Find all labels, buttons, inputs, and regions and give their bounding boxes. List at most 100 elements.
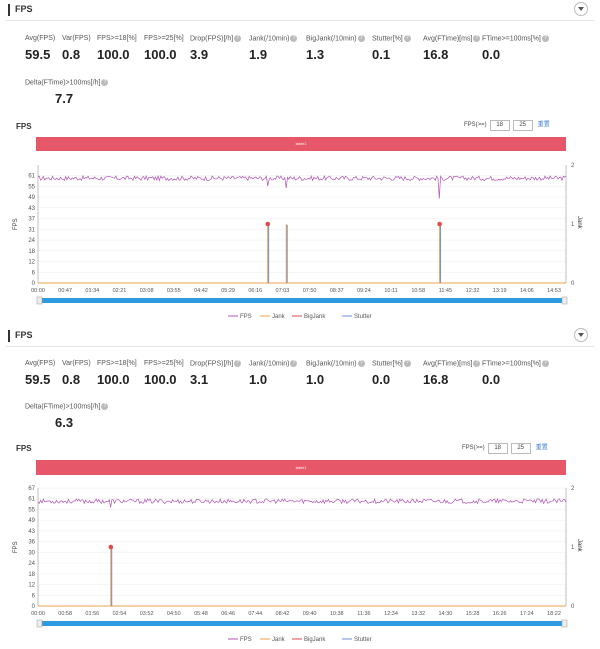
help-icon[interactable]: ? <box>101 403 109 410</box>
x-tick-label: 07:50 <box>303 288 317 294</box>
fps-high-input[interactable]: 25 <box>510 443 531 454</box>
stat-var-fps: Var(FPS) 0.8 <box>62 35 91 62</box>
stat-fps-25: FPS>=25[%] 100.0 <box>144 35 184 62</box>
x-tick-label: 07:03 <box>276 288 290 294</box>
panel-header: FPS <box>6 0 594 21</box>
help-icon[interactable]: ? <box>403 360 411 367</box>
series-fps-line <box>37 497 567 508</box>
legend-label: FPS <box>240 314 252 320</box>
fps-high-input[interactable]: 25 <box>512 120 533 131</box>
series-bigjank-point <box>108 544 114 550</box>
collapse-button[interactable] <box>574 2 588 16</box>
scrollbar-handle-right <box>561 296 568 305</box>
x-tick-label: 14:53 <box>547 288 561 294</box>
x-tick-label: 18:22 <box>547 611 561 617</box>
legend-label: FPS <box>240 637 252 643</box>
help-icon[interactable]: ? <box>290 35 298 42</box>
stat-jank: Jank(/10min)? 1.0 <box>249 360 298 387</box>
collapse-button[interactable] <box>574 328 588 342</box>
y-tick-label: 6 <box>32 270 36 276</box>
x-tick-label: 08:37 <box>330 288 344 294</box>
series-fps-line <box>37 174 567 199</box>
help-icon[interactable]: ? <box>357 35 365 42</box>
stat-stutter: Stutter[%]? 0.1 <box>372 35 411 62</box>
x-tick-label: 10:58 <box>411 288 425 294</box>
reset-button[interactable]: 重置 <box>537 122 550 128</box>
stat-delta-ftime: Delta(FTime)>100ms[/h]? 7.7 <box>25 79 109 106</box>
y-tick-label: 37 <box>28 217 35 223</box>
help-icon[interactable]: ? <box>541 360 549 367</box>
x-tick-label: 02:21 <box>113 288 127 294</box>
x-tick-label: 01:56 <box>85 611 99 617</box>
y-tick-label: 67 <box>28 486 35 492</box>
x-tick-label: 08:42 <box>276 611 290 617</box>
x-tick-label: 10:11 <box>384 288 397 294</box>
help-icon[interactable]: ? <box>357 360 365 367</box>
fps-low-input[interactable]: 18 <box>487 443 508 454</box>
help-icon[interactable]: ? <box>473 35 481 42</box>
stat-avg-ftime: Avg(FTime)[ms]? 16.8 <box>423 360 481 387</box>
fps-low-input[interactable]: 18 <box>489 120 510 131</box>
legend-label: BigJank <box>304 637 326 643</box>
header-accent <box>8 330 10 342</box>
x-tick-label: 07:44 <box>248 611 262 617</box>
x-tick-label: 09:24 <box>357 288 371 294</box>
x-tick-label: 04:42 <box>194 288 208 294</box>
x-tick-label: 00:47 <box>58 288 72 294</box>
y-tick-label: 61 <box>28 174 35 180</box>
y-tick-label: 31 <box>28 227 35 233</box>
stat-avg-fps: Avg(FPS) 59.5 <box>25 360 56 387</box>
y-tick-label: 18 <box>28 249 35 255</box>
help-icon[interactable]: ? <box>234 360 242 367</box>
x-tick-label: 00:58 <box>58 611 72 617</box>
x-tick-label: 05:48 <box>194 611 208 617</box>
x-tick-label: 04:50 <box>167 611 181 617</box>
header-accent <box>8 4 10 16</box>
help-icon[interactable]: ? <box>403 35 411 42</box>
x-tick-label: 03:55 <box>167 288 181 294</box>
range-scrollbar <box>38 298 566 303</box>
y-tick-label: 24 <box>28 238 35 244</box>
y-tick-label: 49 <box>28 195 35 201</box>
x-tick-label: 06:16 <box>248 288 262 294</box>
x-tick-label: 01:34 <box>85 288 99 294</box>
help-icon[interactable]: ? <box>541 35 549 42</box>
y-tick-label: 18 <box>28 572 35 578</box>
y-tick-label: 24 <box>28 561 35 567</box>
x-tick-label: 03:08 <box>140 288 154 294</box>
label-bar: label1 <box>36 137 566 151</box>
y-tick-label: 0 <box>32 604 36 610</box>
chevron-down-icon <box>578 333 584 337</box>
help-icon[interactable]: ? <box>101 79 109 86</box>
legend-label: BigJank <box>304 314 326 320</box>
y-tick-label: 12 <box>28 583 35 589</box>
reset-button[interactable]: 重置 <box>535 445 548 451</box>
x-tick-label: 11:45 <box>439 288 452 294</box>
y-tick-label: 12 <box>28 260 35 266</box>
help-icon[interactable]: ? <box>473 360 481 367</box>
y-axis-title: FPS <box>13 541 19 553</box>
chevron-down-icon <box>578 7 584 11</box>
fps-threshold-control: FPS(>=) 18 25 重置 <box>462 442 548 454</box>
stat-bigjank: BigJank(/10min)? 1.0 <box>306 360 365 387</box>
fps-panel-2: FPS Avg(FPS) 59.5 Var(FPS) 0.8 FPS>=18[%] 1… <box>0 326 600 649</box>
x-tick-label: 17:24 <box>520 611 534 617</box>
y-tick-label: 36 <box>28 540 35 546</box>
x-tick-label: 13:19 <box>493 288 507 294</box>
help-icon[interactable]: ? <box>290 360 298 367</box>
x-tick-label: 14:06 <box>520 288 534 294</box>
stat-drop: Drop(FPS)[/h]? 3.1 <box>190 360 242 387</box>
x-tick-label: 00:00 <box>31 288 45 294</box>
y-axis-title: FPS <box>13 218 19 230</box>
y-tick-label: 55 <box>28 507 35 513</box>
stat-delta-ftime: Delta(FTime)>100ms[/h]? 6.3 <box>25 403 109 430</box>
chart-title: FPS <box>16 122 32 131</box>
stat-fps-25: FPS>=25[%] 100.0 <box>144 360 184 387</box>
label-bar: label1 <box>36 460 566 475</box>
y-tick-label: 61 <box>28 497 35 503</box>
help-icon[interactable]: ? <box>234 35 242 42</box>
x-tick-label: 02:54 <box>113 611 127 617</box>
y-tick-label: 30 <box>28 550 35 556</box>
stat-drop: Drop(FPS)[/h]? 3.9 <box>190 35 242 62</box>
